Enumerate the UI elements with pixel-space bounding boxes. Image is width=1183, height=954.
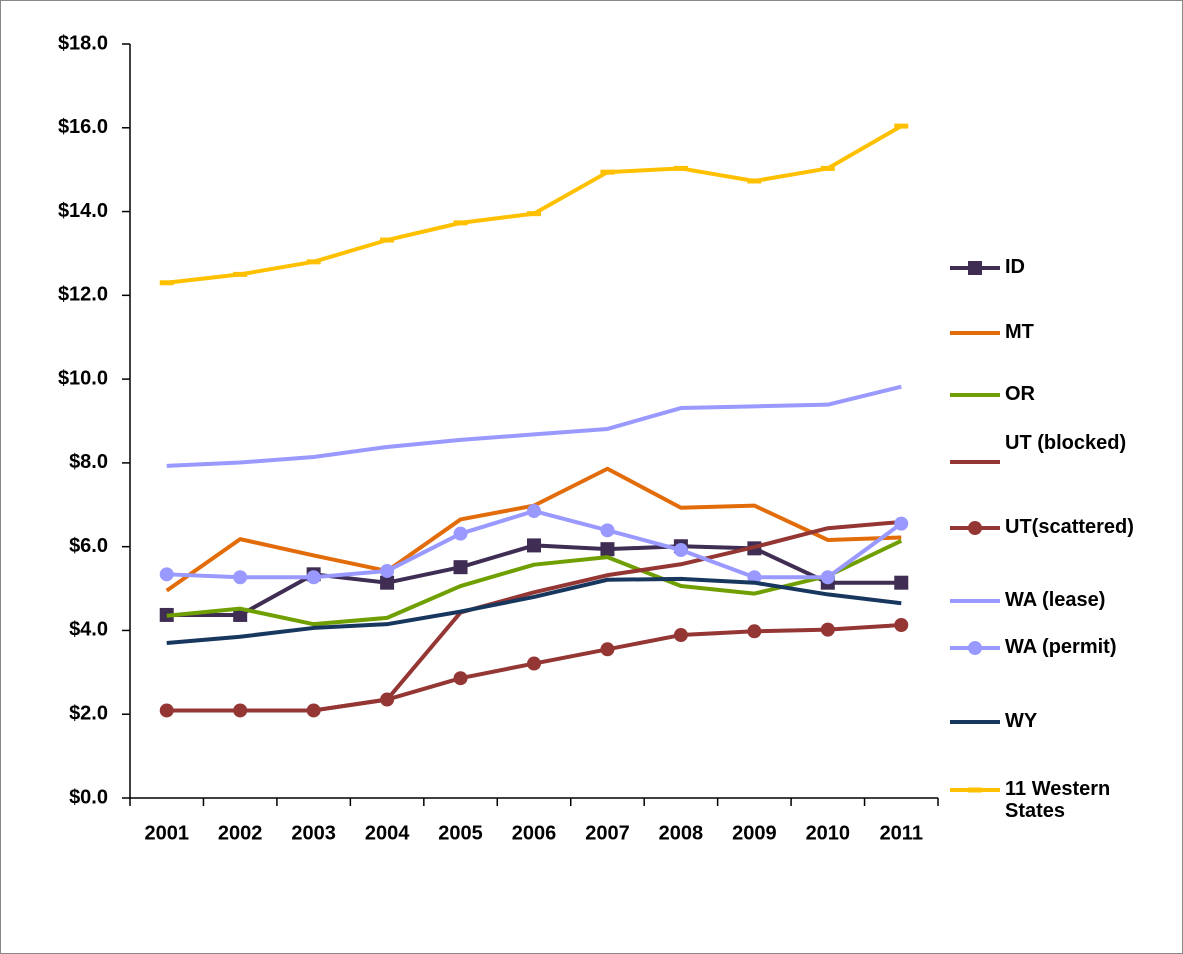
marker (820, 570, 835, 585)
legend-entry: MT (1005, 321, 1034, 343)
x-tick-label: 2007 (585, 822, 630, 844)
marker (306, 259, 321, 265)
marker (453, 526, 468, 541)
marker (380, 563, 395, 578)
marker (673, 165, 688, 171)
y-tick-label: $10.0 (58, 367, 108, 389)
y-tick-label: $8.0 (69, 451, 108, 473)
marker (820, 622, 835, 637)
marker (894, 575, 909, 590)
x-tick-label: 2009 (732, 822, 777, 844)
marker (527, 211, 541, 217)
marker (233, 271, 248, 277)
legend-label: 11 Western States (1005, 778, 1111, 822)
marker (306, 703, 321, 718)
marker (453, 560, 468, 575)
legend-entry: WA (lease) (1005, 589, 1106, 611)
marker (453, 671, 468, 686)
legend-label: WY (1005, 710, 1038, 732)
marker (600, 523, 615, 538)
marker (306, 570, 321, 585)
x-tick-label: 2001 (144, 822, 189, 844)
marker (233, 570, 248, 585)
marker (673, 628, 688, 643)
legend-label: ID (1005, 256, 1025, 278)
marker (747, 624, 762, 639)
marker (600, 642, 615, 657)
legend-label: UT (blocked) (1005, 432, 1127, 454)
x-tick-label: 2010 (806, 822, 851, 844)
legend-label: WA (permit) (1005, 636, 1117, 658)
marker (968, 787, 982, 793)
marker (527, 656, 541, 671)
marker (453, 220, 468, 226)
marker (894, 617, 909, 632)
marker (233, 703, 248, 718)
y-tick-label: $0.0 (69, 786, 108, 808)
x-tick-label: 2003 (291, 822, 336, 844)
marker (380, 692, 395, 707)
series-line (166, 384, 902, 468)
legend-entry: UT(scattered) (1005, 516, 1134, 538)
y-tick-label: $14.0 (58, 200, 108, 222)
legend-label: OR (1005, 383, 1035, 405)
marker (233, 607, 248, 622)
marker (159, 703, 174, 718)
marker (600, 169, 615, 175)
x-tick-label: 2004 (365, 822, 410, 844)
marker (820, 165, 835, 171)
legend-entry: OR (1005, 383, 1035, 405)
legend-entry: ID (1005, 256, 1025, 278)
y-tick-label: $12.0 (58, 284, 108, 306)
x-tick-label: 2005 (438, 822, 483, 844)
legend-entry: 11 Western States (1005, 778, 1111, 822)
marker (968, 641, 982, 655)
legend-label: WA (lease) (1005, 589, 1106, 611)
x-tick-label: 2011 (880, 822, 923, 844)
marker (159, 567, 174, 582)
x-tick-label: 2002 (218, 822, 263, 844)
marker (527, 504, 541, 519)
series-line (166, 576, 902, 646)
y-tick-label: $16.0 (58, 116, 108, 138)
y-tick-label: $2.0 (69, 703, 108, 725)
marker (968, 261, 982, 275)
marker (380, 575, 395, 590)
marker (968, 521, 982, 535)
x-tick-label: 2008 (659, 822, 704, 844)
x-tick-label: 2006 (512, 822, 557, 844)
marker (894, 516, 909, 531)
y-tick-label: $18.0 (58, 32, 108, 54)
marker (894, 123, 909, 129)
marker (159, 280, 174, 286)
legend-entry: WY (1005, 710, 1038, 732)
y-tick-label: $4.0 (69, 619, 108, 641)
y-tick-label: $6.0 (69, 535, 108, 557)
marker (673, 543, 688, 558)
legend-label: MT (1005, 321, 1034, 343)
marker (527, 538, 541, 553)
marker (747, 178, 762, 184)
marker (380, 237, 395, 243)
marker (600, 542, 615, 557)
legend-entry: UT (blocked) (1005, 432, 1127, 454)
legend-label: UT(scattered) (1005, 516, 1134, 538)
legend-entry: WA (permit) (1005, 636, 1117, 658)
